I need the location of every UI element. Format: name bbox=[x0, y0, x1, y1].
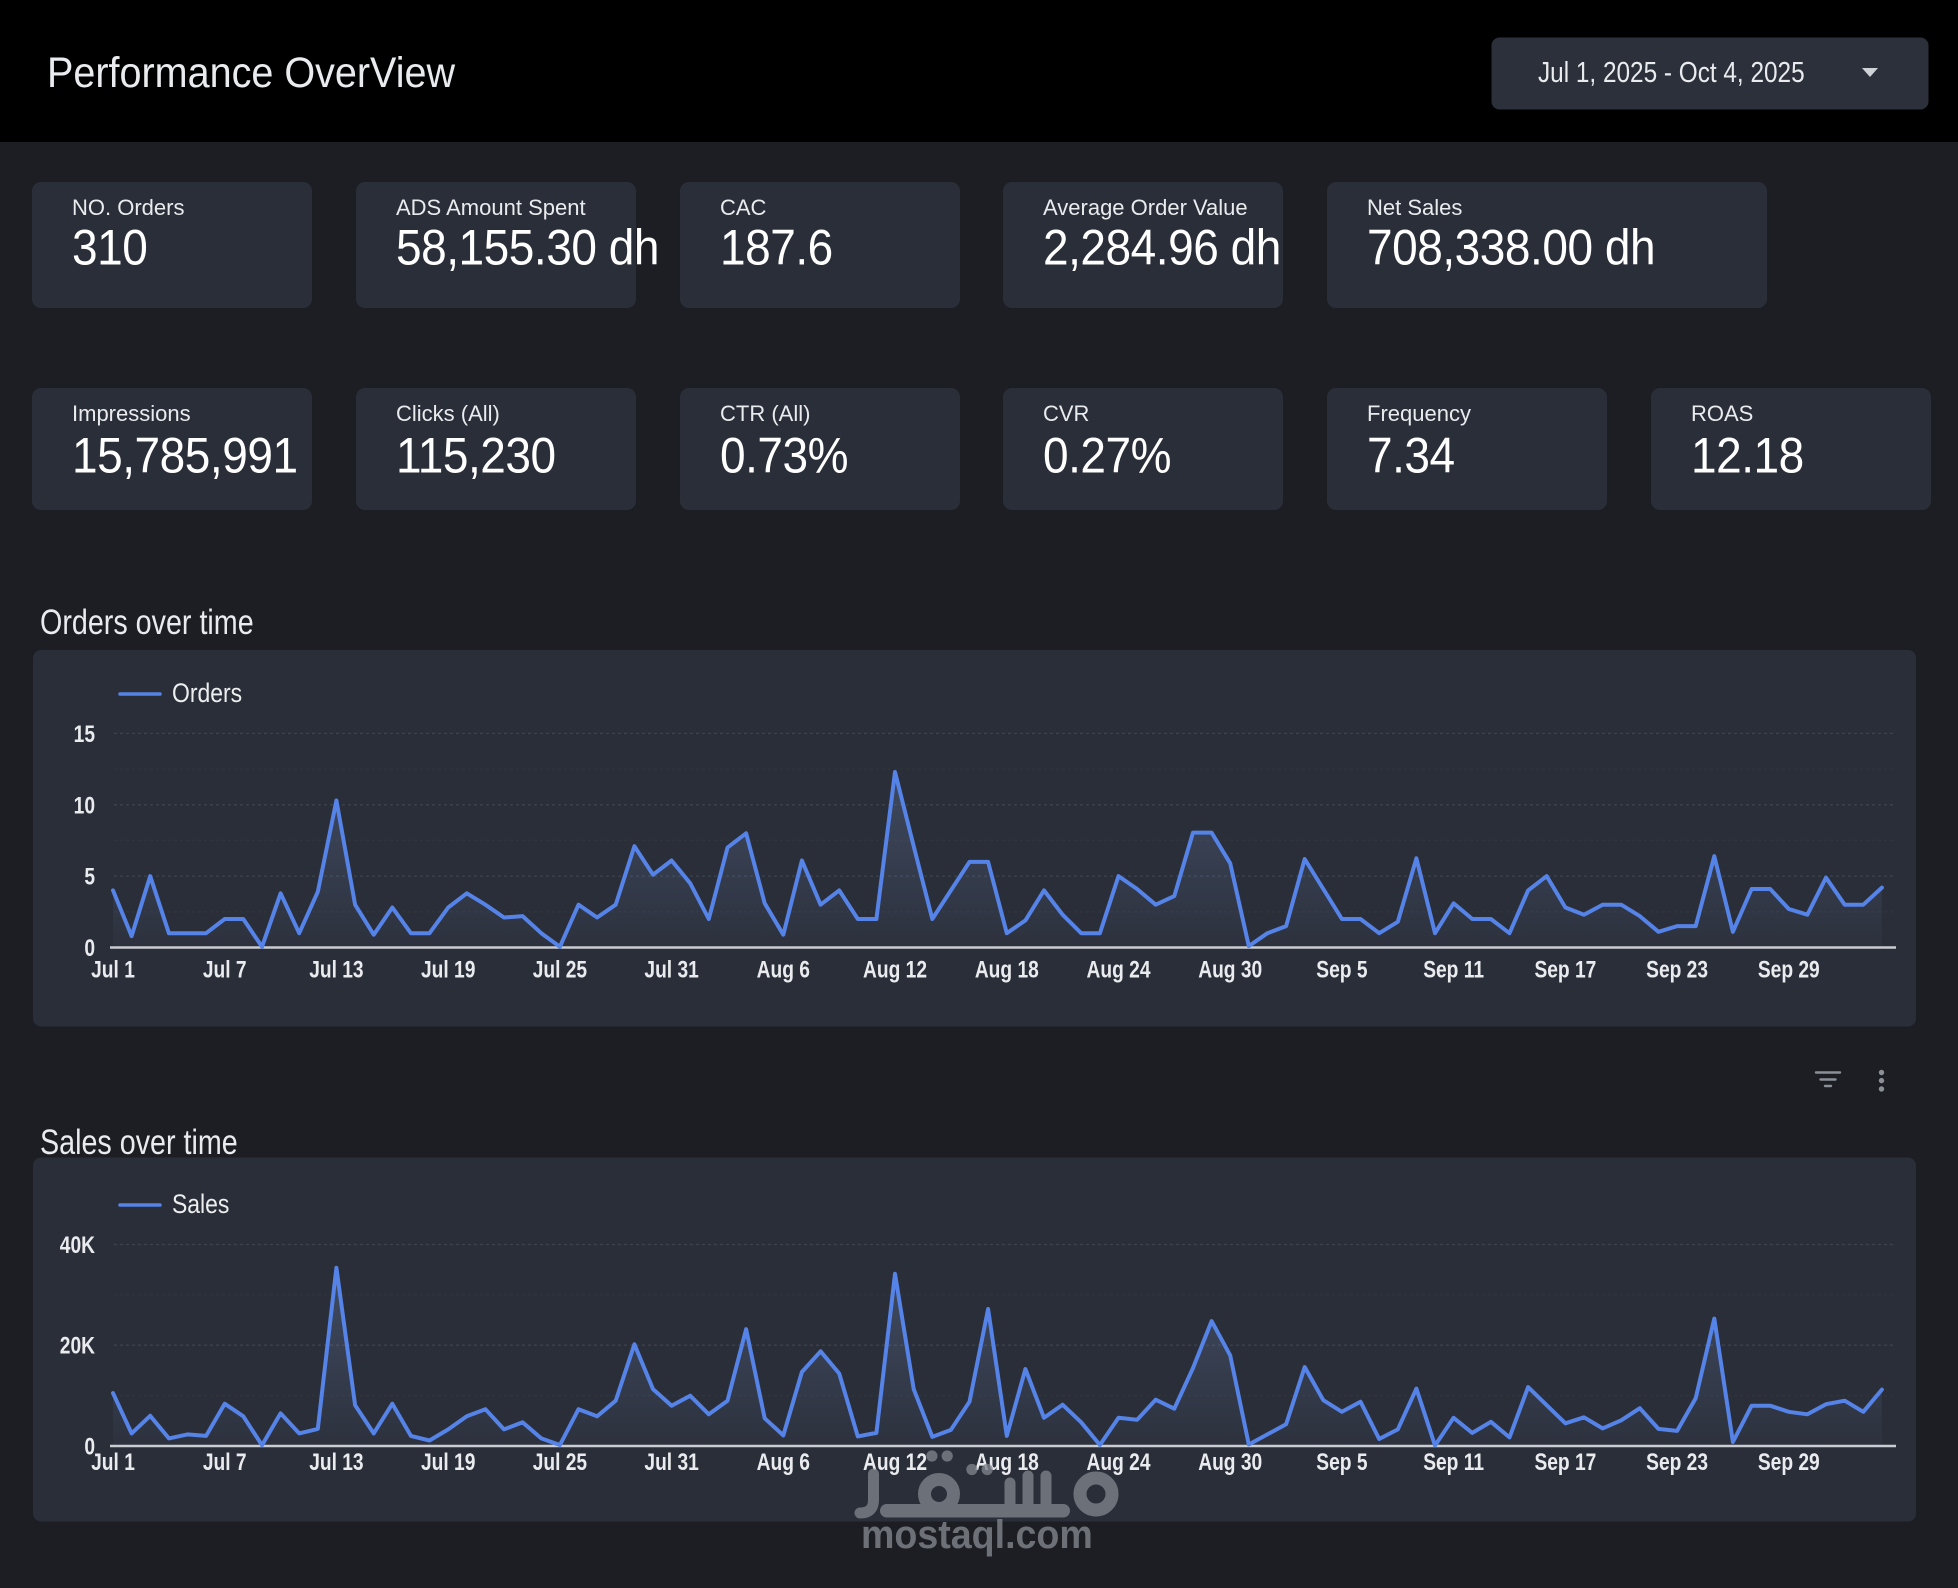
svg-text:Sep 11: Sep 11 bbox=[1423, 1448, 1484, 1476]
svg-text:Sep 5: Sep 5 bbox=[1316, 1448, 1367, 1476]
svg-text:Jul 13: Jul 13 bbox=[309, 956, 363, 984]
svg-text:Sep 23: Sep 23 bbox=[1646, 956, 1708, 984]
svg-text:187.6: 187.6 bbox=[720, 221, 833, 276]
svg-text:Jul 25: Jul 25 bbox=[533, 1448, 587, 1476]
svg-text:Sep 29: Sep 29 bbox=[1758, 956, 1820, 984]
svg-text:Sep 29: Sep 29 bbox=[1758, 1448, 1820, 1476]
svg-text:310: 310 bbox=[72, 221, 147, 276]
svg-text:Impressions: Impressions bbox=[72, 401, 191, 426]
svg-text:0: 0 bbox=[84, 934, 95, 962]
svg-text:708,338.00 dh: 708,338.00 dh bbox=[1367, 221, 1655, 276]
svg-text:Aug 6: Aug 6 bbox=[757, 956, 810, 984]
svg-text:Sep 11: Sep 11 bbox=[1423, 956, 1484, 984]
svg-text:Jul 25: Jul 25 bbox=[533, 956, 587, 984]
svg-text:Aug 6: Aug 6 bbox=[757, 1448, 810, 1476]
svg-text:Sales over time: Sales over time bbox=[40, 1122, 238, 1161]
svg-text:Jul 7: Jul 7 bbox=[203, 956, 247, 984]
svg-text:2,284.96 dh: 2,284.96 dh bbox=[1043, 221, 1281, 276]
svg-text:Jul 31: Jul 31 bbox=[644, 956, 698, 984]
svg-text:Sales: Sales bbox=[172, 1189, 229, 1219]
svg-text:Sep 17: Sep 17 bbox=[1534, 1448, 1596, 1476]
svg-text:ADS Amount Spent: ADS Amount Spent bbox=[396, 195, 586, 220]
svg-text:CVR: CVR bbox=[1043, 401, 1089, 426]
svg-text:ROAS: ROAS bbox=[1691, 401, 1753, 426]
svg-text:Jul 1, 2025 - Oct 4, 2025: Jul 1, 2025 - Oct 4, 2025 bbox=[1538, 56, 1805, 88]
svg-text:Aug 24: Aug 24 bbox=[1087, 956, 1151, 984]
svg-text:NO. Orders: NO. Orders bbox=[72, 195, 184, 220]
svg-text:Jul 1: Jul 1 bbox=[91, 956, 135, 984]
svg-text:Sep 23: Sep 23 bbox=[1646, 1448, 1708, 1476]
svg-text:Performance OverView: Performance OverView bbox=[47, 48, 455, 96]
svg-text:mostaql.com: mostaql.com bbox=[861, 1513, 1093, 1557]
svg-text:40K: 40K bbox=[60, 1231, 95, 1259]
svg-text:0.27%: 0.27% bbox=[1043, 429, 1171, 484]
svg-text:Aug 12: Aug 12 bbox=[863, 956, 927, 984]
svg-text:115,230: 115,230 bbox=[396, 429, 556, 484]
svg-text:0: 0 bbox=[84, 1432, 95, 1460]
svg-text:58,155.30 dh: 58,155.30 dh bbox=[396, 221, 659, 276]
svg-text:Sep 5: Sep 5 bbox=[1316, 956, 1367, 984]
svg-text:5: 5 bbox=[84, 863, 95, 891]
svg-text:12.18: 12.18 bbox=[1691, 429, 1804, 484]
svg-text:Jul 1: Jul 1 bbox=[91, 1448, 135, 1476]
svg-text:Jul 13: Jul 13 bbox=[309, 1448, 363, 1476]
svg-text:Jul 19: Jul 19 bbox=[421, 1448, 475, 1476]
svg-text:10: 10 bbox=[74, 791, 95, 819]
svg-text:Frequency: Frequency bbox=[1367, 401, 1471, 426]
svg-text:CAC: CAC bbox=[720, 195, 767, 220]
svg-text:20K: 20K bbox=[60, 1332, 95, 1360]
svg-text:Jul 7: Jul 7 bbox=[203, 1448, 247, 1476]
svg-text:Net Sales: Net Sales bbox=[1367, 195, 1462, 220]
svg-text:Jul 19: Jul 19 bbox=[421, 956, 475, 984]
svg-text:Orders: Orders bbox=[172, 678, 242, 708]
svg-text:Aug 30: Aug 30 bbox=[1198, 1448, 1262, 1476]
svg-text:Clicks (All): Clicks (All) bbox=[396, 401, 500, 426]
svg-text:Jul 31: Jul 31 bbox=[644, 1448, 698, 1476]
svg-text:Aug 24: Aug 24 bbox=[1087, 1448, 1151, 1476]
svg-text:CTR (All): CTR (All) bbox=[720, 401, 810, 426]
svg-text:15,785,991: 15,785,991 bbox=[72, 429, 298, 484]
svg-text:Aug 18: Aug 18 bbox=[975, 956, 1039, 984]
svg-text:Average Order Value: Average Order Value bbox=[1043, 195, 1248, 220]
svg-text:Sep 17: Sep 17 bbox=[1534, 956, 1596, 984]
svg-text:Aug 30: Aug 30 bbox=[1198, 956, 1262, 984]
svg-text:Orders over time: Orders over time bbox=[40, 602, 254, 641]
svg-text:0.73%: 0.73% bbox=[720, 429, 848, 484]
svg-text:7.34: 7.34 bbox=[1367, 429, 1455, 484]
svg-text:15: 15 bbox=[74, 720, 95, 748]
